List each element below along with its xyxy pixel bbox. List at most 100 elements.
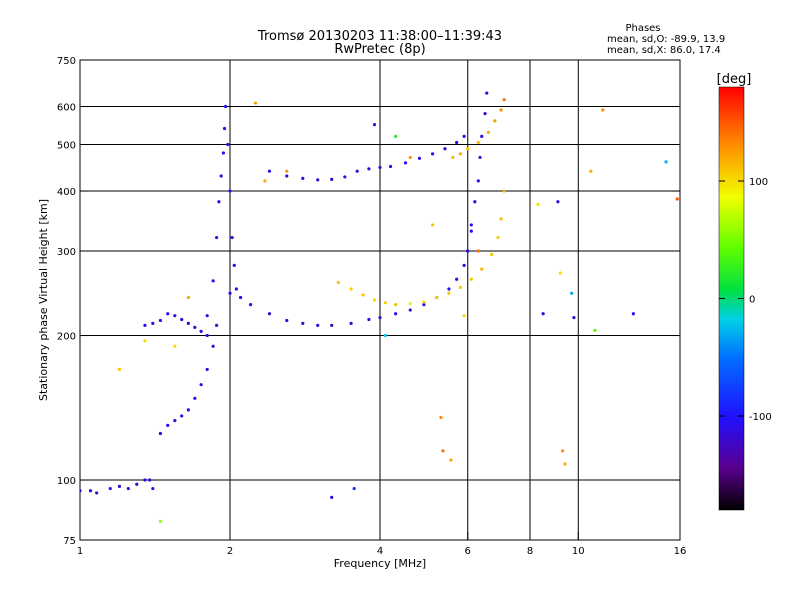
echo-point	[466, 249, 470, 253]
y-axis-label: Stationary phase Virtual Height [km]	[37, 199, 50, 401]
echo-point	[447, 291, 451, 295]
echo-point	[403, 161, 408, 165]
echo-point	[563, 462, 567, 466]
echo-point	[493, 119, 497, 123]
echo-point	[151, 321, 155, 325]
echo-point	[462, 314, 466, 318]
echo-point	[378, 165, 382, 170]
echo-point	[469, 229, 473, 233]
echo-point	[215, 323, 219, 327]
echo-point	[394, 134, 398, 138]
echo-point	[361, 293, 365, 297]
echo-point	[449, 458, 453, 462]
echo-point	[462, 263, 466, 267]
colorbar-tick-label: 0	[749, 295, 755, 306]
echo-point	[226, 142, 230, 147]
echo-point	[126, 486, 130, 491]
echo-point	[148, 478, 152, 482]
echo-point	[408, 308, 412, 312]
colorbar-tick-label: 100	[749, 177, 768, 188]
echo-point	[455, 140, 459, 145]
echo-point	[193, 396, 197, 400]
echo-point	[199, 383, 203, 387]
echo-point	[601, 108, 605, 112]
echo-point	[499, 217, 503, 221]
echo-point	[441, 449, 445, 453]
y-tick-label: 750	[57, 56, 76, 67]
x-tick-labels: 1 2 4 6 8 10 16	[77, 546, 687, 557]
echo-point	[301, 176, 305, 181]
echo-point	[143, 339, 147, 343]
echo-point	[502, 189, 506, 193]
x-tick-label: 1	[77, 546, 83, 557]
echo-point	[88, 489, 93, 493]
echo-point	[135, 482, 139, 486]
echo-point	[485, 91, 489, 95]
echo-point	[217, 200, 221, 204]
stats-line-o: mean, sd,O: -89.9, 13.9	[607, 34, 725, 45]
echo-point	[267, 312, 272, 316]
echo-point	[355, 169, 359, 173]
echo-point	[349, 321, 353, 325]
echo-point	[267, 169, 272, 173]
chart-subtitle: RwPretec (8p)	[334, 42, 425, 57]
echo-point	[253, 101, 258, 105]
echo-point	[108, 486, 112, 491]
echo-point	[143, 323, 147, 327]
echo-point	[349, 287, 353, 291]
echo-point	[230, 235, 234, 240]
echo-point	[95, 491, 99, 495]
echo-point	[589, 169, 593, 173]
echo-point	[443, 147, 447, 151]
echo-point	[180, 414, 184, 418]
echo-point	[117, 484, 122, 488]
echo-point	[462, 134, 466, 138]
x-tick-label: 8	[527, 546, 533, 557]
echo-point	[193, 325, 197, 329]
axis-ticks	[79, 59, 681, 541]
echo-point	[316, 178, 320, 182]
echo-point	[301, 321, 305, 325]
echo-point	[447, 287, 451, 291]
chart-title: Tromsø 20130203 11:38:00–11:39:43	[257, 29, 502, 44]
echo-point	[451, 155, 455, 160]
echo-point	[476, 140, 480, 145]
echo-point	[466, 147, 470, 151]
stats-heading: Phases	[625, 23, 660, 34]
echo-point	[186, 408, 190, 412]
echo-point	[476, 249, 480, 253]
y-tick-label: 200	[57, 332, 76, 343]
y-tick-label: 500	[57, 141, 76, 152]
colorbar-label: [deg]	[717, 72, 752, 87]
echo-point	[435, 295, 439, 300]
echo-point	[330, 177, 334, 181]
x-tick-label: 6	[465, 546, 471, 557]
echo-point	[496, 235, 500, 240]
grid-lines	[79, 60, 681, 540]
echo-point	[430, 223, 435, 227]
echo-point	[430, 152, 435, 156]
echo-point	[151, 486, 155, 491]
echo-point	[205, 367, 209, 372]
echo-point	[486, 130, 490, 134]
echo-point	[570, 291, 574, 295]
echo-point	[490, 252, 494, 257]
echo-point	[234, 287, 238, 291]
echo-point	[219, 174, 223, 178]
echo-point	[560, 449, 565, 453]
echo-point	[631, 312, 635, 316]
echo-point	[80, 489, 82, 493]
y-tick-label: 300	[57, 247, 76, 258]
y-tick-labels: 75 100 200 300 400 500 600 750	[57, 56, 76, 547]
echo-point	[173, 314, 177, 318]
echo-point	[408, 155, 412, 160]
echo-point	[372, 123, 377, 127]
y-tick-label: 100	[57, 476, 76, 487]
x-axis-label: Frequency [MHz]	[334, 557, 426, 570]
x-tick-label: 4	[377, 546, 383, 557]
echo-point	[336, 280, 340, 285]
echo-point	[173, 418, 177, 423]
y-tick-label: 75	[63, 536, 76, 547]
echo-point	[394, 312, 398, 316]
